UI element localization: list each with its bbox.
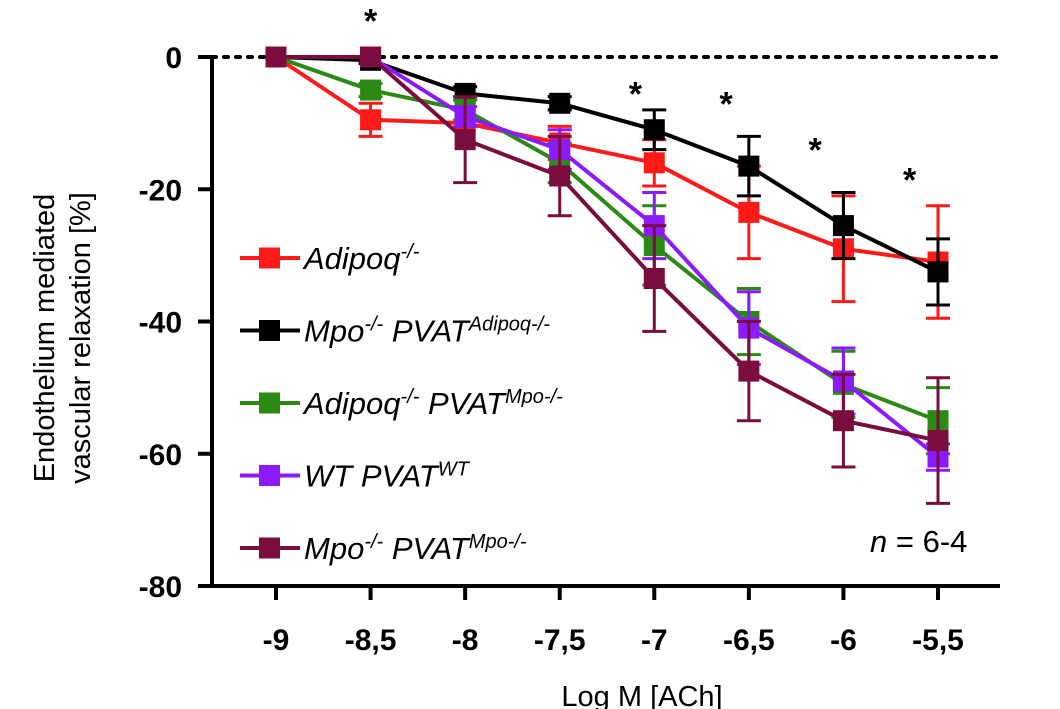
significance-star: * [720,85,734,123]
data-point [454,129,476,151]
y-tick-label: -60 [139,439,182,472]
legend-label-superscript: -/- [364,314,383,336]
legend-label: Mpo-/- PVATMpo-/- [304,531,527,566]
data-point [927,430,949,452]
legend-label-text: WT [304,459,354,494]
legend-marker [259,392,280,414]
data-point [832,410,854,432]
legend: Adipoq-/-Mpo-/- PVATAdipoq-/-Adipoq-/- P… [240,241,563,566]
data-point [643,152,665,174]
data-point [832,215,854,237]
legend-label-superscript: Mpo-/- [469,531,527,553]
legend-label: WT PVATWT [304,459,471,494]
y-tick-label: -80 [139,571,182,604]
legend-marker [259,320,280,341]
legend-label-text: PVAT [352,459,440,494]
legend-label-superscript: Mpo-/- [505,386,563,408]
legend-label-text: Mpo [304,531,364,566]
x-tick-label: -8,5 [345,624,397,657]
significance-star: * [808,132,822,170]
legend-item-4: WT PVATWT [240,459,471,494]
legend-label-text: Mpo [304,314,364,349]
data-point [360,46,382,68]
legend-label: Adipoq-/- PVATMpo-/- [302,386,563,421]
series-5 [265,46,950,505]
data-point [738,155,760,177]
n-annotation-value: = 6-4 [887,524,967,559]
legend-label-text: PVAT [383,314,471,349]
series-layer [265,46,950,505]
y-axis-title-line1: Endothelium mediated [29,194,61,483]
significance-star: * [364,3,378,41]
data-point [738,201,760,223]
axes: 0 -20 -40 -60 -80 -9 -8,5 -8 -7,5 -7 -6,5 -6 -5,5 [139,42,1000,657]
data-point [738,360,760,382]
significance-star: * [629,75,643,113]
data-point [643,268,665,290]
x-tick-label: -6,5 [723,624,775,657]
n-annotation-italic: n [870,524,887,559]
significance-markers: * * * * * [364,3,917,200]
series-line [276,55,939,443]
y-axis-title-line2: vascular relaxation [%] [65,192,97,484]
series-line [276,55,940,459]
x-tick-label: -6 [830,624,857,657]
legend-label: Mpo-/- PVATAdipoq-/- [304,314,550,349]
n-annotation: n = 6-4 [870,524,967,559]
data-point [549,165,571,187]
legend-item-5: Mpo-/- PVATMpo-/- [240,531,527,566]
legend-label-text: Adipoq [302,386,401,421]
legend-label-text: Adipoq [302,241,401,276]
y-tick-label: -40 [139,307,182,340]
x-tick-label: -7 [641,624,668,657]
x-tick-label: -8 [452,624,479,657]
significance-star: * [903,161,917,199]
legend-label-text: PVAT [419,386,507,421]
legend-marker [259,465,280,486]
data-point [549,92,571,114]
legend-marker [259,537,280,559]
legend-item-1: Adipoq-/- [240,241,420,276]
x-tick-label: -7,5 [534,624,586,657]
data-point [360,79,382,101]
legend-marker [259,247,280,269]
legend-item-3: Adipoq-/- PVATMpo-/- [240,386,563,421]
data-point [265,46,287,68]
y-tick-label: 0 [165,42,182,75]
data-point [360,109,382,131]
legend-label-superscript: -/- [364,531,383,553]
series-line [274,55,939,264]
data-point [927,261,949,283]
legend-label-superscript: -/- [401,241,420,263]
legend-label-text: PVAT [383,531,471,566]
legend-item-2: Mpo-/- PVATAdipoq-/- [240,314,550,349]
x-tick-label: -9 [263,624,290,657]
legend-label-superscript: WT [438,459,471,481]
x-axis-title: Log M [ACh] [561,681,722,709]
legend-label: Adipoq-/- [302,241,420,276]
y-tick-label: -20 [139,174,182,207]
x-tick-label: -5,5 [912,624,964,657]
data-point [643,119,665,141]
legend-label-superscript: -/- [401,386,420,408]
legend-label-superscript: Adipoq-/- [468,314,550,336]
